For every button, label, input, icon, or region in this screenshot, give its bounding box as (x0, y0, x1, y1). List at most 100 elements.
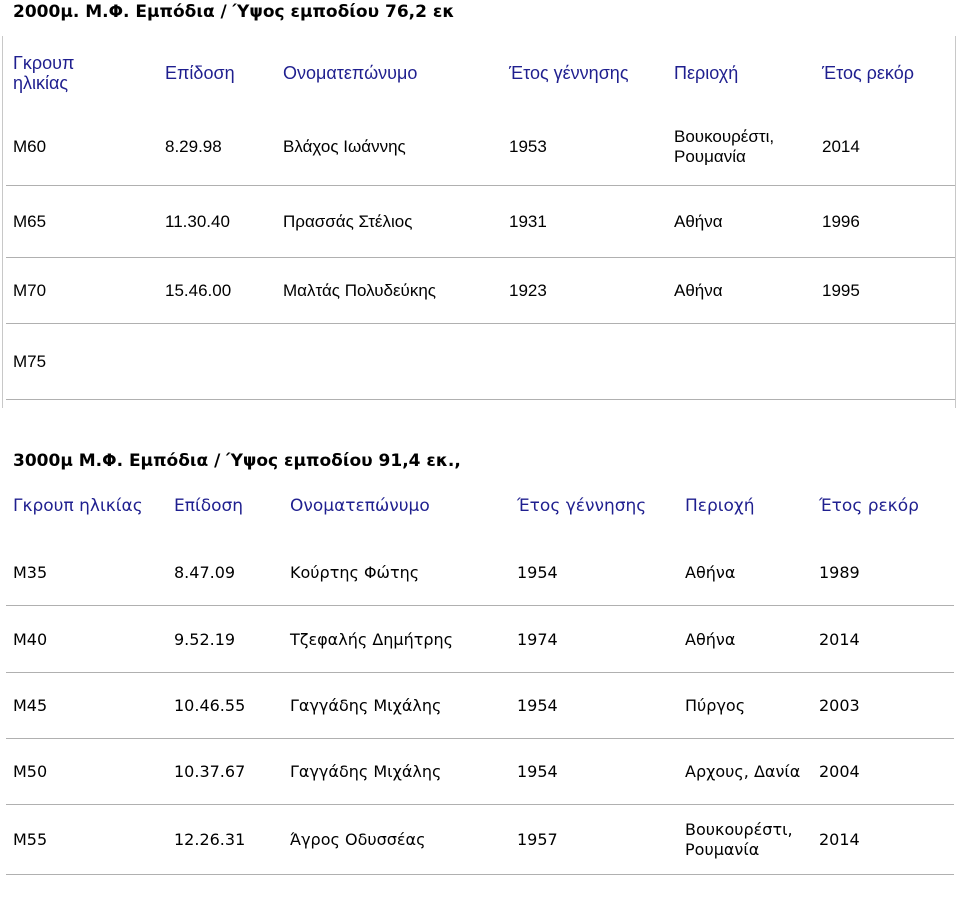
cell-birth-year: 1957 (510, 805, 678, 875)
cell-area-text: Αθήνα (685, 629, 736, 649)
cell-area-text: Ρουμανία (674, 146, 746, 166)
table-row: M35 8.47.09 Κούρτης Φώτης 1954 Αθήνα 1989 (6, 539, 954, 606)
cell-area-text: Αρχους, Δανία (685, 762, 801, 781)
cell-record-year: 2014 (815, 108, 955, 186)
cell-name (276, 324, 502, 400)
cell-name-text: Τζεφαλής Δημήτρης (290, 629, 454, 649)
cell-record-year: 2004 (812, 739, 954, 805)
cell-age-group: M45 (6, 673, 167, 739)
cell-area-text: Ρουμανία (685, 839, 760, 859)
cell-name-text: Πρασσάς Στέλιος (283, 211, 413, 231)
header-area-text: Περιοχή (685, 495, 755, 516)
cell-performance-text: 10.37.67 (174, 762, 246, 781)
cell-record-year-text: 2014 (819, 830, 860, 849)
cell-performance-text: 10.46.55 (174, 696, 246, 715)
cell-area: Αθήνα (667, 258, 815, 324)
cell-birth-year-text: 1954 (517, 762, 558, 781)
cell-performance-text: 8.47.09 (174, 562, 236, 582)
cell-record-year (815, 324, 955, 400)
cell-record-year: 1995 (815, 258, 955, 324)
header-record-year: Έτος ρεκόρ (815, 38, 955, 108)
cell-name: Μαλτάς Πολυδεύκης (276, 258, 502, 324)
event2-table-body: Γκρουπ ηλικίας Επίδοση Ονοματεπώνυμο Έτος γ… (6, 472, 954, 875)
cell-name: Γαγγάδης Μιχάλης (283, 673, 510, 739)
cell-age-group-text: M60 (13, 136, 47, 156)
cell-record-year-text: 2003 (819, 696, 860, 715)
cell-name-text: Άγρος Οδυσσέας (290, 830, 426, 849)
cell-age-group: M40 (6, 606, 167, 673)
cell-age-group-text: M65 (13, 211, 47, 231)
cell-birth-year: 1974 (510, 606, 678, 673)
cell-area: Αθήνα (678, 606, 812, 673)
cell-age-group: M50 (6, 739, 167, 805)
cell-name: Γαγγάδης Μιχάλης (283, 739, 510, 805)
event2-title: 3000μ Μ.Φ. Εμπόδια / Ύψος εμποδίου 91,4 … (13, 451, 461, 471)
cell-age-group-text: M55 (13, 830, 48, 849)
cell-birth-year (502, 324, 667, 400)
cell-birth-year-text: 1953 (509, 136, 547, 156)
header-age-group-text: Γκρουπ (13, 53, 75, 73)
header-birth-year: Έτος γέννησης (510, 472, 678, 539)
header-name: Ονοματεπώνυμο (276, 38, 502, 108)
cell-area-text: Πύργος (685, 696, 746, 715)
cell-area: Βουκουρέστι, Ρουμανία (678, 805, 812, 875)
cell-birth-year-text: 1954 (517, 696, 558, 715)
event1-title: 2000μ. Μ.Φ. Εμπόδια / Ύψος εμποδίου 76,2… (13, 2, 455, 22)
right-border-line (955, 36, 956, 408)
cell-age-group-text: M70 (13, 280, 47, 300)
left-border-line (2, 36, 3, 408)
header-name-text: Ονοματεπώνυμο (290, 495, 430, 516)
cell-performance-text: 11.30.40 (165, 211, 230, 231)
header-area-text: Περιοχή (674, 62, 739, 83)
cell-record-year-text: 1996 (822, 211, 860, 231)
cell-performance-text: 15.46.00 (165, 280, 232, 300)
header-record-year: Έτος ρεκόρ (812, 472, 954, 539)
cell-performance: 11.30.40 (158, 186, 276, 258)
header-birth-year-text: Έτος γέννησης (509, 62, 629, 83)
header-birth-year: Έτος γέννησης (502, 38, 667, 108)
cell-age-group-text: M50 (13, 762, 48, 781)
cell-record-year-text: 2014 (822, 136, 860, 156)
table-header-row: Γκρουπ ηλικίας Επίδοση Ονοματεπώνυμο Έτος γέ… (6, 38, 955, 108)
cell-name: Τζεφαλής Δημήτρης (283, 606, 510, 673)
header-area: Περιοχή (667, 38, 815, 108)
cell-performance: 8.29.98 (158, 108, 276, 186)
cell-age-group: M35 (6, 539, 167, 606)
cell-age-group-text: M35 (13, 562, 48, 582)
table-row: M55 12.26.31 Άγρος Οδυσσέας 1957 Βουκουρέστι… (6, 805, 954, 875)
table-row: M70 15.46.00 Μαλτάς Πολυδεύκης 1923 Αθήνα 199… (6, 258, 955, 324)
cell-performance: 10.37.67 (167, 739, 283, 805)
cell-birth-year-text: 1957 (517, 830, 558, 849)
cell-area: Βουκουρέστι, Ρουμανία (667, 108, 815, 186)
cell-birth-year: 1923 (502, 258, 667, 324)
cell-name: Πρασσάς Στέλιος (276, 186, 502, 258)
header-record-year-text: Έτος ρεκόρ (822, 62, 914, 83)
cell-name: Κούρτης Φώτης (283, 539, 510, 606)
cell-name-text: Μαλτάς Πολυδεύκης (283, 280, 436, 300)
header-area: Περιοχή (678, 472, 812, 539)
table-row: M45 10.46.55 Γαγγάδης Μιχάλης 1954 Πύργος 200… (6, 673, 954, 739)
header-performance-text: Επίδοση (165, 62, 235, 83)
cell-area-text: Βουκουρέστι, (685, 819, 793, 839)
cell-name: Άγρος Οδυσσέας (283, 805, 510, 875)
cell-birth-year-text: 1931 (509, 211, 547, 231)
header-record-year-text: Έτος ρεκόρ (819, 495, 919, 516)
cell-area: Αθήνα (667, 186, 815, 258)
cell-birth-year: 1954 (510, 739, 678, 805)
cell-birth-year: 1954 (510, 673, 678, 739)
cell-record-year: 2003 (812, 673, 954, 739)
cell-performance-text: 9.52.19 (174, 629, 236, 649)
cell-name-text: Γαγγάδης Μιχάλης (290, 762, 442, 781)
cell-age-group: M65 (6, 186, 158, 258)
cell-area: Αρχους, Δανία (678, 739, 812, 805)
header-age-group-text: ηλικίας (13, 73, 69, 93)
cell-age-group: M70 (6, 258, 158, 324)
event2-table: Γκρουπ ηλικίας Επίδοση Ονοματεπώνυμο Έτος γ… (6, 472, 954, 875)
cell-age-group: M55 (6, 805, 167, 875)
event1-table-body: Γκρουπ ηλικίας Επίδοση Ονοματεπώνυμο Έτος γέ… (6, 38, 955, 400)
cell-name: Βλάχος Ιωάννης (276, 108, 502, 186)
header-age-group: Γκρουπ ηλικίας (6, 38, 158, 108)
cell-birth-year-text: 1974 (517, 629, 558, 649)
cell-record-year: 2014 (812, 805, 954, 875)
cell-performance-text: 12.26.31 (174, 830, 246, 849)
